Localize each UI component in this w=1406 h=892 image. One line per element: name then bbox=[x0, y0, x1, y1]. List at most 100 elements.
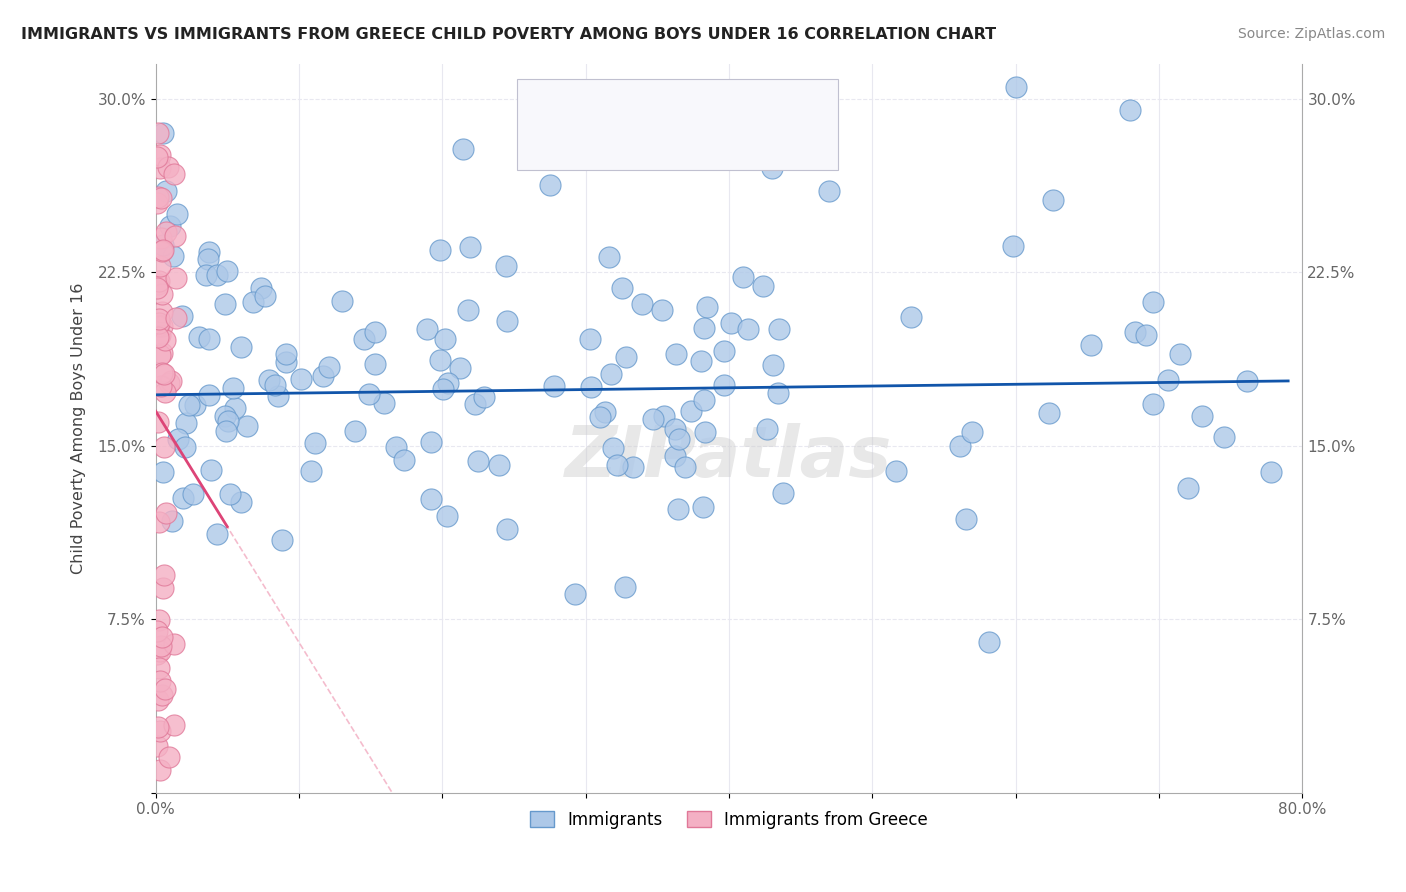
Point bbox=[666, 501, 689, 516]
Point bbox=[762, 358, 785, 372]
Point bbox=[229, 340, 252, 354]
Point bbox=[254, 289, 277, 303]
Point bbox=[1168, 347, 1191, 361]
Point bbox=[219, 487, 242, 501]
Point bbox=[172, 491, 194, 505]
Point bbox=[205, 268, 228, 282]
Point bbox=[257, 373, 280, 387]
Point bbox=[155, 681, 177, 696]
Point bbox=[593, 405, 616, 419]
Point bbox=[450, 361, 472, 376]
Point bbox=[264, 377, 287, 392]
Point bbox=[737, 322, 759, 336]
Point bbox=[160, 514, 183, 528]
Point bbox=[665, 346, 688, 360]
Point bbox=[149, 191, 172, 205]
Point bbox=[150, 640, 173, 654]
Point bbox=[149, 674, 172, 689]
Point bbox=[183, 398, 205, 412]
Point bbox=[148, 330, 170, 344]
Point bbox=[538, 178, 561, 192]
Point bbox=[165, 229, 187, 244]
Point bbox=[197, 252, 219, 266]
Point bbox=[160, 374, 183, 388]
Point bbox=[641, 412, 664, 426]
Point bbox=[146, 647, 169, 661]
Point bbox=[159, 219, 181, 233]
Point bbox=[458, 240, 481, 254]
Point bbox=[148, 693, 170, 707]
Point bbox=[148, 415, 170, 429]
Point bbox=[174, 416, 197, 430]
Point bbox=[181, 487, 204, 501]
Point bbox=[416, 321, 439, 335]
Point bbox=[149, 644, 172, 658]
Point bbox=[429, 243, 451, 257]
Point bbox=[165, 271, 187, 285]
Point bbox=[148, 613, 170, 627]
Point bbox=[155, 225, 177, 239]
Point bbox=[150, 688, 173, 702]
Point bbox=[664, 422, 686, 436]
Point bbox=[343, 425, 366, 439]
Point bbox=[149, 763, 172, 777]
Point bbox=[652, 409, 675, 424]
Point bbox=[768, 385, 790, 400]
Point bbox=[543, 379, 565, 393]
Point bbox=[242, 294, 264, 309]
Point bbox=[146, 318, 169, 333]
Point bbox=[214, 409, 236, 424]
Point bbox=[198, 388, 221, 402]
Point bbox=[451, 142, 474, 156]
Point bbox=[610, 281, 633, 295]
Point bbox=[761, 161, 783, 176]
Point bbox=[153, 440, 176, 454]
Point bbox=[673, 460, 696, 475]
Point bbox=[690, 353, 713, 368]
Point bbox=[1123, 325, 1146, 339]
Point bbox=[177, 398, 200, 412]
Point bbox=[148, 316, 170, 330]
Point bbox=[955, 512, 977, 526]
Point bbox=[229, 494, 252, 508]
Point bbox=[150, 346, 173, 360]
Point bbox=[155, 384, 177, 399]
Point bbox=[363, 357, 385, 371]
Point bbox=[148, 127, 170, 141]
Point bbox=[420, 434, 443, 449]
Point bbox=[150, 366, 173, 380]
Point bbox=[733, 269, 755, 284]
Point bbox=[271, 533, 294, 547]
Point bbox=[679, 404, 702, 418]
Point bbox=[163, 637, 186, 651]
Point bbox=[304, 436, 326, 450]
Point bbox=[693, 321, 716, 335]
Point bbox=[217, 414, 239, 428]
Point bbox=[755, 422, 778, 436]
Point bbox=[1156, 373, 1178, 387]
Point bbox=[152, 244, 174, 258]
Point bbox=[1213, 430, 1236, 444]
Point bbox=[290, 372, 312, 386]
Point bbox=[564, 587, 586, 601]
Point bbox=[150, 630, 173, 644]
Text: IMMIGRANTS VS IMMIGRANTS FROM GREECE CHILD POVERTY AMONG BOYS UNDER 16 CORRELATI: IMMIGRANTS VS IMMIGRANTS FROM GREECE CHI… bbox=[21, 27, 997, 42]
Point bbox=[772, 486, 794, 500]
Text: Source: ZipAtlas.com: Source: ZipAtlas.com bbox=[1237, 27, 1385, 41]
Point bbox=[979, 635, 1001, 649]
Point bbox=[692, 500, 714, 515]
Point bbox=[146, 739, 169, 754]
Point bbox=[162, 249, 184, 263]
Point bbox=[1038, 407, 1060, 421]
Point bbox=[768, 322, 790, 336]
Point bbox=[394, 452, 416, 467]
Point bbox=[373, 396, 395, 410]
Point bbox=[818, 184, 841, 198]
Point bbox=[693, 425, 716, 439]
Point bbox=[621, 459, 644, 474]
Point bbox=[495, 259, 517, 273]
Point bbox=[152, 465, 174, 479]
Point bbox=[581, 380, 603, 394]
Point bbox=[155, 184, 177, 198]
Point bbox=[148, 274, 170, 288]
